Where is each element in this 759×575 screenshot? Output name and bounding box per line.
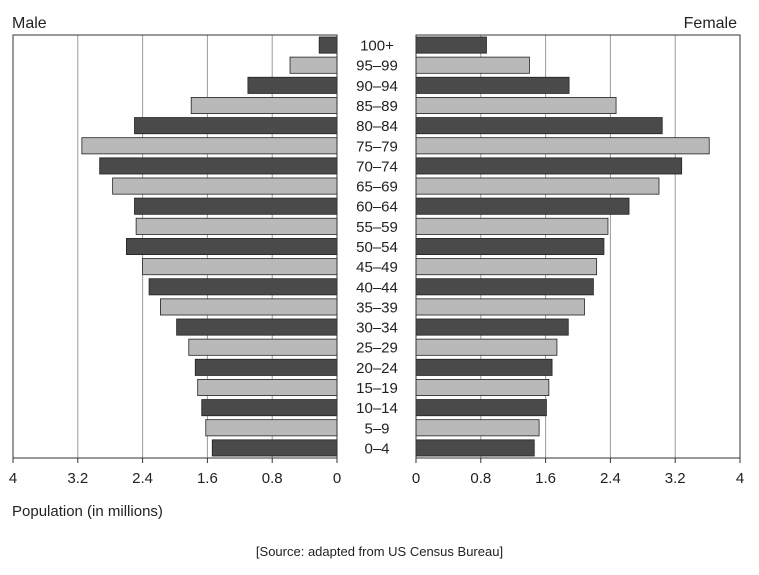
male-bar-12 <box>148 278 338 296</box>
male-bar-11 <box>142 258 338 276</box>
male-bar-8 <box>134 197 338 215</box>
female-bar-16 <box>415 358 553 376</box>
female-label: Female <box>684 15 737 32</box>
male-bar-19 <box>205 419 338 437</box>
male-bar-20 <box>211 439 338 457</box>
female-bar-4 <box>415 117 663 135</box>
age-label-11: 45–49 <box>356 259 398 276</box>
age-label-20: 0–4 <box>364 440 389 457</box>
source-note: [Source: adapted from US Census Bureau] <box>255 544 504 559</box>
age-label-2: 90–94 <box>356 78 398 95</box>
age-label-10: 50–54 <box>356 239 398 256</box>
age-group-labels: 100+ 95–99 90–94 85–89 80–84 75–79 70–74 65–69 6… <box>356 38 398 458</box>
female-bar-14 <box>415 318 569 336</box>
age-label-18: 10–14 <box>356 400 398 417</box>
female-x-axis-ticks: 0 0.8 1.6 2.4 3.2 4 <box>412 458 744 487</box>
male-bar-15 <box>188 338 338 356</box>
female-bar-5 <box>415 137 710 155</box>
female-bar-10 <box>415 237 605 255</box>
x-axis-title: Population (in millions) <box>12 503 163 520</box>
age-label-13: 35–39 <box>356 299 398 316</box>
female-bar-11 <box>415 258 598 276</box>
age-label-12: 40–44 <box>356 279 398 296</box>
female-tick-label-4: 3.2 <box>665 470 686 487</box>
male-bar-0 <box>318 36 338 54</box>
age-label-19: 5–9 <box>364 420 389 437</box>
female-bar-18 <box>415 399 547 417</box>
female-panel-frame <box>415 34 741 459</box>
male-bar-7 <box>112 177 338 195</box>
male-bar-4 <box>134 117 338 135</box>
female-bar-1 <box>415 56 530 74</box>
age-label-7: 65–69 <box>356 179 398 196</box>
male-bar-3 <box>190 97 338 115</box>
male-bar-1 <box>289 56 338 74</box>
age-label-4: 80–84 <box>356 118 398 135</box>
male-tick-label-2: 2.4 <box>132 470 153 487</box>
female-panel <box>415 34 741 459</box>
male-tick-label-4: 0.8 <box>262 470 283 487</box>
age-label-6: 70–74 <box>356 158 398 175</box>
female-tick-label-3: 2.4 <box>600 470 621 487</box>
female-tick-label-2: 1.6 <box>535 470 556 487</box>
male-tick-label-5: 0 <box>333 470 341 487</box>
male-panel-frame <box>12 34 338 459</box>
age-label-9: 55–59 <box>356 219 398 236</box>
male-bar-2 <box>247 76 338 94</box>
male-panel <box>12 34 338 459</box>
male-bar-5 <box>81 137 338 155</box>
female-bar-17 <box>415 378 550 396</box>
female-bar-15 <box>415 338 558 356</box>
male-tick-label-0: 4 <box>9 470 17 487</box>
male-bar-6 <box>99 157 338 175</box>
female-bar-6 <box>415 157 683 175</box>
age-label-14: 30–34 <box>356 320 398 337</box>
female-bar-0 <box>415 36 487 54</box>
female-bar-7 <box>415 177 660 195</box>
age-label-16: 20–24 <box>356 360 398 377</box>
female-tick-label-5: 4 <box>736 470 744 487</box>
male-bar-10 <box>126 237 338 255</box>
female-bar-20 <box>415 439 535 457</box>
female-bar-3 <box>415 97 617 115</box>
female-tick-label-1: 0.8 <box>470 470 491 487</box>
male-x-axis-ticks: 4 3.2 2.4 1.6 0.8 0 <box>9 458 341 487</box>
male-bar-13 <box>160 298 338 316</box>
female-bar-9 <box>415 217 609 235</box>
age-label-15: 25–29 <box>356 340 398 357</box>
female-bar-2 <box>415 76 570 94</box>
age-label-8: 60–64 <box>356 199 398 216</box>
male-bar-17 <box>197 378 338 396</box>
female-bar-8 <box>415 197 630 215</box>
male-bar-16 <box>194 358 338 376</box>
male-label: Male <box>12 15 47 32</box>
age-label-17: 15–19 <box>356 380 398 397</box>
age-label-3: 85–89 <box>356 98 398 115</box>
male-bar-14 <box>176 318 338 336</box>
male-tick-label-1: 3.2 <box>67 470 88 487</box>
female-tick-label-0: 0 <box>412 470 420 487</box>
female-bar-13 <box>415 298 585 316</box>
age-label-0: 100+ <box>360 38 394 55</box>
age-label-5: 75–79 <box>356 138 398 155</box>
female-bar-19 <box>415 419 540 437</box>
age-label-1: 95–99 <box>356 58 398 75</box>
male-bar-9 <box>135 217 338 235</box>
male-bar-18 <box>201 399 338 417</box>
female-bar-12 <box>415 278 594 296</box>
male-tick-label-3: 1.6 <box>197 470 218 487</box>
